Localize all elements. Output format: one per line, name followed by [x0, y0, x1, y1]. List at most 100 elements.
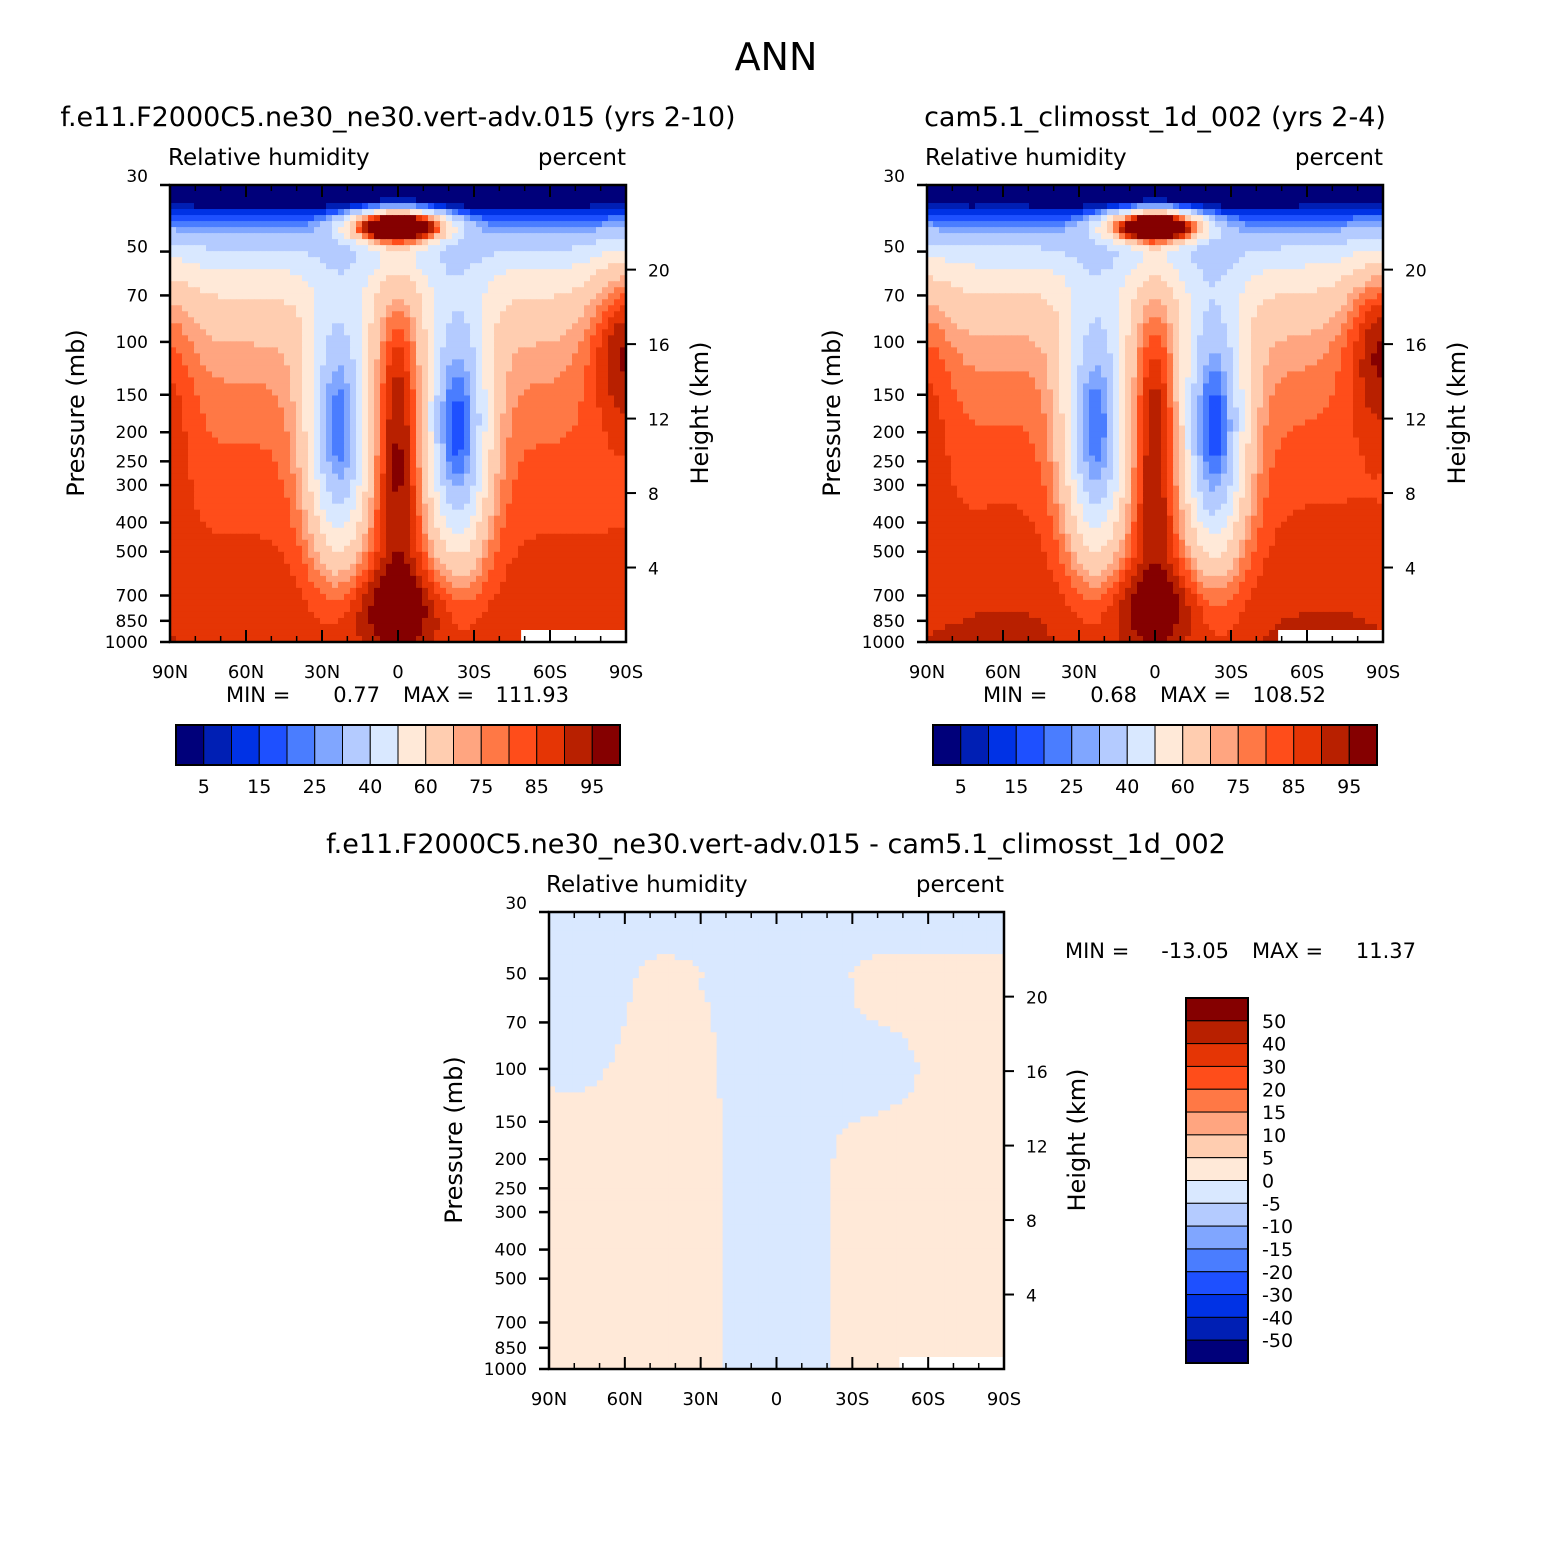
contour-cell [608, 491, 615, 499]
contour-cell [614, 437, 621, 445]
contour-cell [434, 425, 441, 433]
contour-cell [584, 545, 591, 553]
contour-cell [212, 395, 219, 403]
contour-cell [590, 185, 597, 192]
contour-cell [602, 305, 609, 312]
contour-cell [230, 491, 237, 499]
contour-cell [548, 185, 555, 192]
contour-cell [602, 521, 609, 529]
contour-cell [224, 473, 231, 481]
contour-cell [272, 389, 279, 397]
contour-cell [260, 509, 267, 517]
contour-cell [368, 509, 375, 517]
contour-cell [386, 245, 393, 252]
contour-cell [206, 287, 213, 294]
contour-cell [242, 557, 249, 565]
contour-cell [458, 461, 465, 469]
contour-cell [194, 497, 201, 505]
contour-cell [368, 533, 375, 541]
contour-cell [536, 497, 543, 505]
contour-cell [266, 539, 273, 547]
contour-cell [290, 383, 297, 391]
contour-cell [332, 419, 339, 427]
contour-cell [608, 215, 615, 222]
contour-cell [380, 347, 387, 354]
contour-cell [320, 461, 327, 469]
contour-cell [290, 359, 297, 366]
contour-cell [302, 527, 309, 535]
contour-cell [536, 257, 543, 264]
contour-cell [500, 335, 507, 342]
contour-cell [404, 503, 411, 511]
contour-cell [200, 431, 207, 439]
contour-cell [524, 563, 531, 571]
contour-cell [278, 545, 285, 553]
contour-cell [590, 323, 597, 330]
contour-cell [596, 317, 603, 324]
contour-cell [452, 431, 459, 439]
contour-cell [620, 233, 626, 240]
contour-cell [392, 215, 399, 222]
contour-cell [302, 263, 309, 270]
contour-cell [476, 389, 483, 397]
contour-cell [368, 341, 375, 348]
contour-cell [350, 191, 357, 198]
contour-cell [584, 299, 591, 306]
contour-cell [416, 263, 423, 270]
contour-cell [566, 503, 573, 511]
contour-cell [320, 389, 327, 397]
contour-cell [434, 185, 441, 192]
contour-cell [206, 455, 213, 463]
contour-cell [602, 383, 609, 391]
contour-cell [344, 575, 351, 583]
contour-cell [236, 533, 243, 541]
contour-cell [272, 395, 279, 403]
contour-cell [248, 251, 255, 258]
contour-cell [590, 383, 597, 391]
contour-cell [248, 473, 255, 481]
contour-cell [176, 263, 183, 270]
contour-cell [530, 437, 537, 445]
contour-cell [524, 461, 531, 469]
contour-cell [536, 533, 543, 541]
contour-cell [350, 323, 357, 330]
contour-cell [278, 383, 285, 391]
contour-cell [362, 227, 369, 234]
contour-cell [410, 467, 417, 475]
contour-cell [362, 443, 369, 451]
contour-cell [218, 263, 225, 270]
contour-cell [236, 359, 243, 366]
contour-cell [338, 377, 345, 385]
contour-cell [530, 431, 537, 439]
contour-cell [560, 395, 567, 403]
contour-cell [344, 473, 351, 481]
contour-cell [554, 353, 561, 360]
contour-cell [542, 185, 549, 192]
contour-cell [470, 449, 477, 457]
contour-cell [362, 287, 369, 294]
contour-cell [524, 281, 531, 288]
contour-cell [326, 575, 333, 583]
contour-cell [284, 335, 291, 342]
contour-cell [404, 569, 411, 577]
contour-cell [368, 299, 375, 306]
contour-cell [374, 389, 381, 397]
contour-cell [548, 239, 555, 246]
contour-cell [308, 527, 315, 535]
contour-cell [452, 401, 459, 409]
contour-cell [446, 269, 453, 276]
contour-cell [266, 275, 273, 282]
contour-cell [578, 371, 585, 379]
contour-cell [614, 209, 621, 216]
contour-cell [422, 575, 429, 583]
contour-cell [536, 317, 543, 324]
contour-cell [434, 311, 441, 318]
contour-cell [398, 557, 405, 565]
contour-cell [566, 431, 573, 439]
contour-cell [560, 239, 567, 246]
contour-cell [332, 521, 339, 529]
contour-cell [500, 221, 507, 228]
contour-cell [470, 347, 477, 354]
contour-cell [482, 269, 489, 276]
contour-cell [278, 557, 285, 565]
